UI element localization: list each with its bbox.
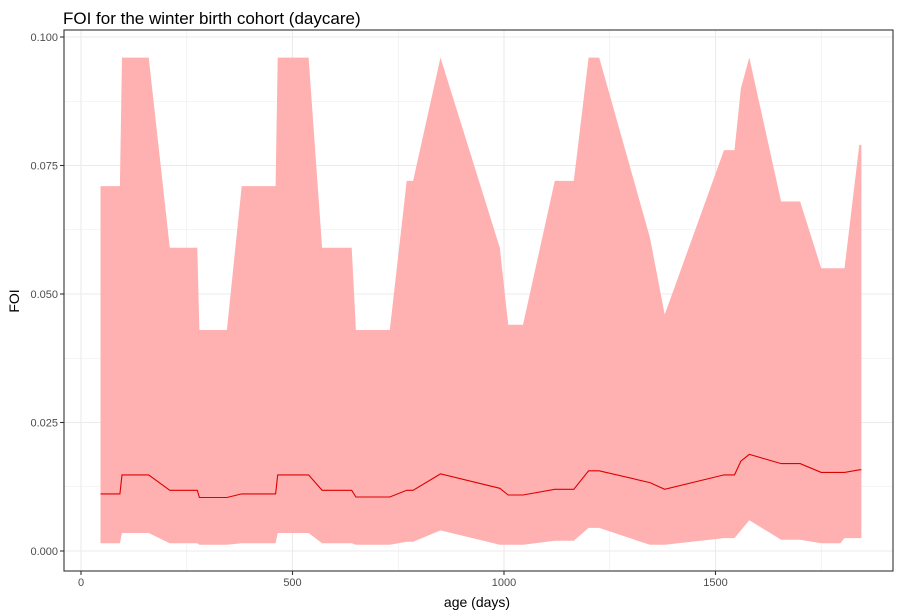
confidence-ribbon <box>100 57 862 545</box>
x-tick-label: 1500 <box>703 577 727 589</box>
panel-border <box>63 29 894 572</box>
plot-panel: 0 500 1000 1500 0.000 0.025 0.050 0.075 0.100 <box>30 29 894 589</box>
y-tick-label: 0.000 <box>30 546 58 558</box>
foi-median-line <box>100 453 862 499</box>
y-tick-label: 0.075 <box>30 161 58 173</box>
y-tick-label: 0.050 <box>30 289 58 301</box>
x-tick-label: 1000 <box>492 577 516 589</box>
x-axis-title: age (days) <box>444 594 510 610</box>
x-tick-label: 0 <box>78 577 84 589</box>
chart-title: FOI for the winter birth cohort (daycare… <box>63 9 361 28</box>
y-axis-title: FOI <box>6 289 22 312</box>
y-tick-label: 0.025 <box>30 418 58 430</box>
y-tick-label: 0.100 <box>30 32 58 44</box>
x-tick-label: 500 <box>283 577 301 589</box>
